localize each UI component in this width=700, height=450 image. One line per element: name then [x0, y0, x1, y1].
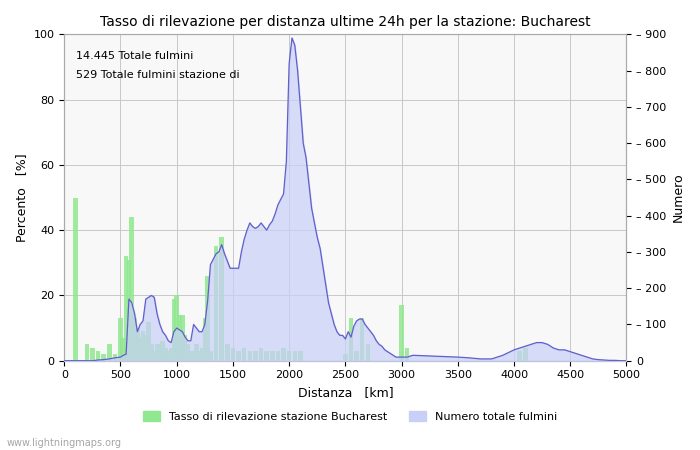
Bar — [186, 344, 190, 361]
Bar — [188, 351, 193, 361]
Bar — [205, 276, 210, 361]
Bar — [146, 322, 151, 361]
Bar — [360, 318, 365, 361]
Bar — [405, 348, 409, 361]
Bar — [208, 351, 213, 361]
Bar — [130, 217, 134, 361]
X-axis label: Distanza   [km]: Distanza [km] — [298, 386, 393, 399]
Bar — [276, 351, 280, 361]
Bar — [365, 344, 370, 361]
Bar — [138, 338, 142, 361]
Bar — [214, 247, 218, 361]
Bar — [523, 348, 528, 361]
Bar — [172, 299, 176, 361]
Bar — [343, 354, 348, 361]
Bar — [293, 351, 297, 361]
Bar — [141, 331, 145, 361]
Bar — [158, 344, 162, 361]
Bar — [85, 344, 89, 361]
Bar — [127, 260, 131, 361]
Bar — [102, 354, 106, 361]
Bar — [219, 237, 224, 361]
Bar — [259, 348, 263, 361]
Bar — [96, 351, 100, 361]
Text: 529 Totale fulmini stazione di: 529 Totale fulmini stazione di — [76, 70, 239, 80]
Bar — [118, 318, 122, 361]
Bar — [149, 344, 154, 361]
Bar — [517, 351, 522, 361]
Title: Tasso di rilevazione per distanza ultime 24h per la stazione: Bucharest: Tasso di rilevazione per distanza ultime… — [100, 15, 591, 29]
Bar — [107, 344, 111, 361]
Bar — [160, 341, 165, 361]
Bar — [354, 351, 359, 361]
Text: www.lightningmaps.org: www.lightningmaps.org — [7, 437, 122, 447]
Bar — [281, 348, 286, 361]
Bar — [121, 338, 125, 361]
Bar — [144, 335, 148, 361]
Bar — [349, 318, 354, 361]
Bar — [183, 335, 188, 361]
Bar — [174, 296, 179, 361]
Bar — [298, 351, 302, 361]
Legend: Tasso di rilevazione stazione Bucharest, Numero totale fulmini: Tasso di rilevazione stazione Bucharest,… — [139, 407, 561, 427]
Bar — [287, 351, 291, 361]
Bar — [191, 351, 196, 361]
Bar — [180, 315, 185, 361]
Bar — [152, 351, 157, 361]
Bar — [197, 351, 202, 361]
Bar — [166, 351, 171, 361]
Y-axis label: Numero: Numero — [672, 173, 685, 222]
Bar — [202, 318, 207, 361]
Bar — [74, 198, 78, 361]
Bar — [113, 354, 117, 361]
Bar — [399, 305, 404, 361]
Bar — [253, 351, 258, 361]
Bar — [124, 256, 128, 361]
Y-axis label: Percento   [%]: Percento [%] — [15, 153, 28, 242]
Bar — [177, 315, 182, 361]
Bar — [169, 348, 174, 361]
Bar — [242, 348, 246, 361]
Bar — [248, 351, 252, 361]
Bar — [231, 348, 235, 361]
Bar — [155, 344, 160, 361]
Bar — [199, 348, 204, 361]
Bar — [270, 351, 274, 361]
Bar — [90, 348, 94, 361]
Bar — [135, 328, 139, 361]
Bar — [225, 344, 230, 361]
Text: 14.445 Totale fulmini: 14.445 Totale fulmini — [76, 51, 193, 61]
Bar — [163, 348, 168, 361]
Bar — [132, 318, 137, 361]
Bar — [194, 344, 199, 361]
Bar — [265, 351, 269, 361]
Bar — [237, 351, 241, 361]
